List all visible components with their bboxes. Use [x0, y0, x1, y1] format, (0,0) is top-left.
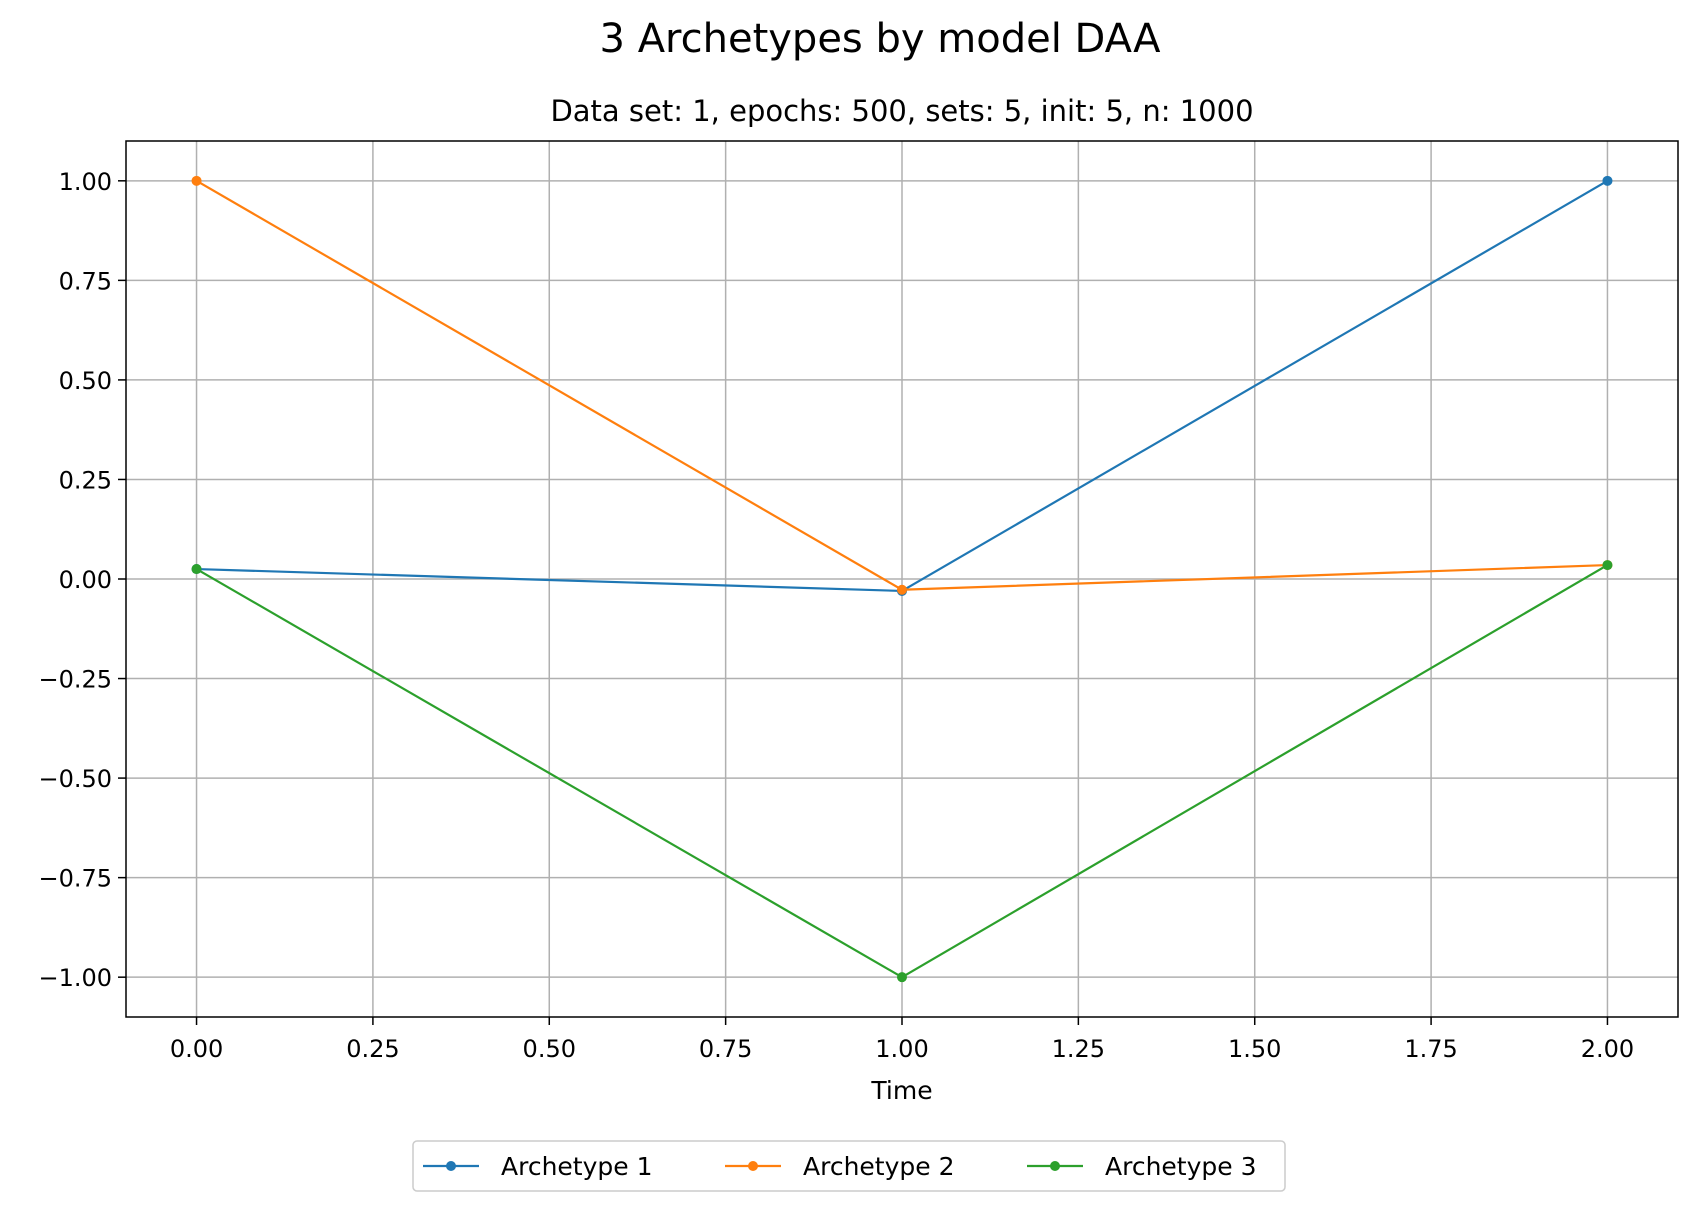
- x-tick-label: 0.50: [523, 1035, 576, 1063]
- y-tick-label: 0.75: [59, 267, 112, 295]
- y-tick-label: 0.50: [59, 367, 112, 395]
- legend-label: Archetype 1: [501, 1152, 653, 1181]
- y-tick-label: −0.75: [38, 865, 112, 893]
- data-point-archetype-3: [191, 564, 202, 575]
- legend-marker-swatch: [446, 1161, 456, 1171]
- legend-item-archetype-2: Archetype 2: [725, 1152, 955, 1181]
- y-tick-label: 1.00: [59, 168, 112, 196]
- y-axis-ticks: 1.00 0.75 0.50 0.25 0.00 −0.25 −0.50 −0.75 −1.00: [38, 168, 126, 992]
- x-tick-label: 0.00: [170, 1035, 223, 1063]
- legend-label: Archetype 2: [803, 1152, 955, 1181]
- legend-item-archetype-1: Archetype 1: [423, 1152, 653, 1181]
- series-markers: [191, 175, 1613, 983]
- y-tick-label: −0.50: [38, 765, 112, 793]
- y-tick-label: 0.00: [59, 566, 112, 594]
- x-tick-label: 1.25: [1052, 1035, 1105, 1063]
- data-point-archetype-3: [897, 972, 907, 983]
- x-tick-label: 1.75: [1404, 1035, 1457, 1063]
- y-tick-label: 0.25: [59, 466, 112, 494]
- gridlines: [126, 141, 1678, 1017]
- x-tick-label: 1.00: [875, 1035, 928, 1063]
- data-point-archetype-2: [191, 175, 202, 186]
- chart-title: 3 Archetypes by model DAA: [600, 16, 1162, 62]
- y-tick-label: −0.25: [38, 666, 112, 694]
- chart-subtitle: Data set: 1, epochs: 500, sets: 5, init:…: [550, 94, 1253, 128]
- data-point-archetype-2: [897, 584, 907, 595]
- legend-marker-swatch: [748, 1161, 758, 1171]
- x-tick-label: 0.75: [699, 1035, 752, 1063]
- y-tick-label: −1.00: [38, 964, 112, 992]
- legend-box: [412, 1140, 1286, 1192]
- legend: Archetype 1 Archetype 2 Archetype 3: [412, 1140, 1286, 1192]
- x-tick-label: 0.25: [346, 1035, 399, 1063]
- legend-marker-swatch: [1050, 1161, 1060, 1171]
- x-axis-ticks: 0.00 0.25 0.50 0.75 1.00 1.25 1.50 1.75 2.00: [170, 1017, 1634, 1063]
- legend-label: Archetype 3: [1105, 1152, 1257, 1181]
- data-point-archetype-3: [1602, 560, 1613, 571]
- x-axis-label: Time: [870, 1076, 932, 1105]
- x-tick-label: 1.50: [1228, 1035, 1281, 1063]
- legend-item-archetype-3: Archetype 3: [1027, 1152, 1257, 1181]
- data-point-archetype-1: [1602, 175, 1613, 186]
- x-tick-label: 2.00: [1581, 1035, 1634, 1063]
